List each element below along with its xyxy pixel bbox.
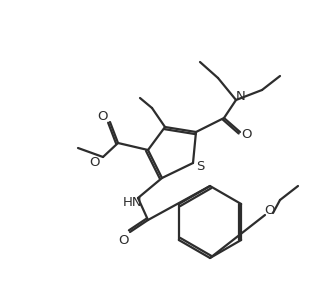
- Text: N: N: [236, 90, 246, 103]
- Text: O: O: [98, 111, 108, 124]
- Text: S: S: [196, 160, 204, 173]
- Text: O: O: [242, 128, 252, 141]
- Text: HN: HN: [123, 196, 143, 209]
- Text: O: O: [265, 204, 275, 217]
- Text: O: O: [90, 156, 100, 168]
- Text: O: O: [119, 234, 129, 247]
